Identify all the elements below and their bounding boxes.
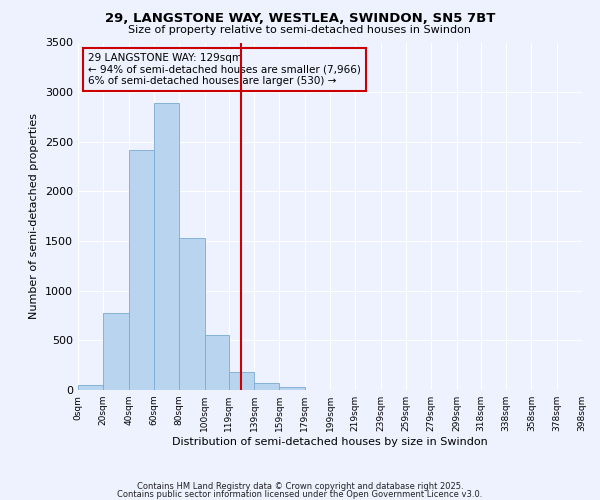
Text: Contains HM Land Registry data © Crown copyright and database right 2025.: Contains HM Land Registry data © Crown c… xyxy=(137,482,463,491)
Bar xyxy=(205,336,229,390)
Bar xyxy=(179,238,205,390)
Bar xyxy=(280,387,305,390)
Text: 29 LANGSTONE WAY: 129sqm
← 94% of semi-detached houses are smaller (7,966)
6% of: 29 LANGSTONE WAY: 129sqm ← 94% of semi-d… xyxy=(88,53,361,86)
Bar xyxy=(154,103,179,390)
X-axis label: Distribution of semi-detached houses by size in Swindon: Distribution of semi-detached houses by … xyxy=(172,437,488,447)
Y-axis label: Number of semi-detached properties: Number of semi-detached properties xyxy=(29,114,40,320)
Bar xyxy=(78,385,103,390)
Text: 29, LANGSTONE WAY, WESTLEA, SWINDON, SN5 7BT: 29, LANGSTONE WAY, WESTLEA, SWINDON, SN5… xyxy=(105,12,495,26)
Text: Contains public sector information licensed under the Open Government Licence v3: Contains public sector information licen… xyxy=(118,490,482,499)
Bar xyxy=(128,150,154,390)
Bar xyxy=(103,312,128,390)
Text: Size of property relative to semi-detached houses in Swindon: Size of property relative to semi-detach… xyxy=(128,25,472,35)
Bar xyxy=(254,382,280,390)
Bar xyxy=(229,372,254,390)
